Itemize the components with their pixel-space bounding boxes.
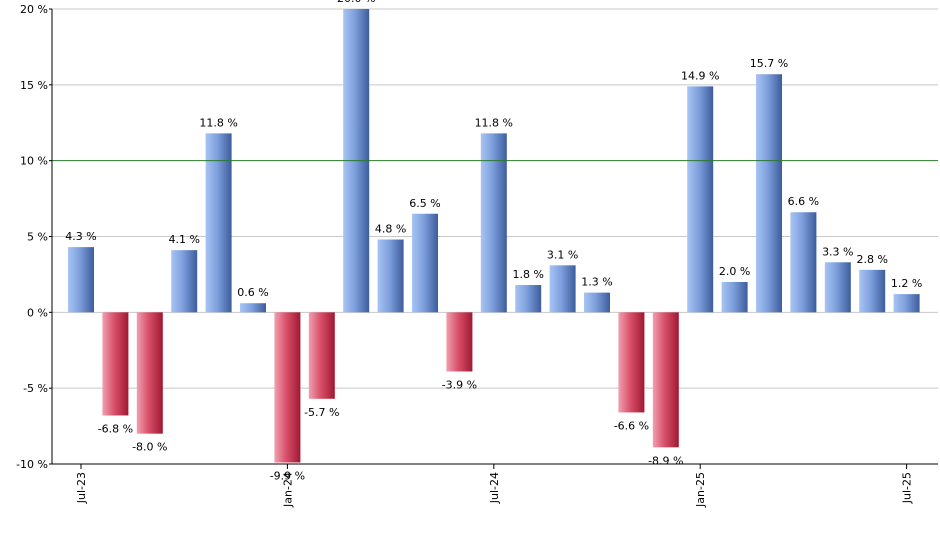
bar [308, 312, 335, 399]
data-label: 15.7 % [750, 57, 788, 70]
y-tick-label: 0 % [27, 306, 48, 319]
bar [652, 312, 679, 448]
data-label: 1.8 % [512, 268, 543, 281]
bar [721, 282, 748, 313]
data-label: -8.0 % [132, 441, 167, 454]
bar [756, 74, 782, 313]
data-label: 3.3 % [822, 245, 853, 258]
y-tick-label: -5 % [23, 382, 48, 395]
bar [859, 269, 886, 313]
data-label: 11.8 % [475, 116, 513, 129]
bar [790, 212, 817, 313]
data-label: -6.8 % [98, 422, 133, 435]
y-tick-label: -10 % [16, 458, 48, 471]
bar [480, 133, 507, 313]
bar [549, 265, 576, 313]
data-label: 6.6 % [788, 195, 819, 208]
bar [893, 294, 920, 313]
x-tick-label: Jan-25 [694, 472, 707, 508]
bar [515, 285, 542, 313]
data-label: 4.3 % [65, 230, 96, 243]
data-label: 0.6 % [237, 286, 268, 299]
x-tick-label: Jul-24 [488, 472, 501, 504]
bar [377, 239, 404, 313]
x-tick-label: Jan-24 [281, 472, 294, 508]
data-label: -5.7 % [304, 406, 339, 419]
bar [446, 312, 473, 372]
bar [102, 312, 129, 416]
y-tick-label: 15 % [20, 79, 48, 92]
data-label: 1.2 % [891, 277, 922, 290]
data-label: 14.9 % [681, 69, 719, 82]
data-label: -8.9 % [648, 454, 683, 467]
data-label: -3.9 % [442, 378, 477, 391]
y-tick-label: 10 % [20, 155, 48, 168]
bar [687, 86, 714, 313]
x-tick-label: Jul-23 [75, 472, 88, 504]
data-label: 4.1 % [168, 233, 199, 246]
y-tick-label: 20 % [20, 3, 48, 16]
x-tick-label: Jul-25 [901, 472, 914, 504]
bar [68, 247, 94, 313]
bar [205, 133, 232, 313]
data-labels: 4.3 % -6.8 % -8.0 % 4.1 % 11.8 % 0.6 % -9.9 % -… [65, 0, 922, 482]
data-label: 6.5 % [409, 197, 440, 210]
bar [274, 312, 301, 463]
bar [412, 213, 438, 313]
data-label: 20.0 % [337, 0, 375, 5]
data-label: 2.0 % [719, 265, 750, 278]
bar [584, 292, 610, 313]
data-label: 11.8 % [199, 116, 237, 129]
data-label: 4.8 % [375, 223, 406, 236]
bar [240, 303, 266, 313]
data-label: 3.1 % [547, 248, 578, 261]
bar [136, 312, 163, 434]
data-label: 1.3 % [581, 276, 612, 289]
bar [618, 312, 645, 413]
data-label: -9.9 % [270, 469, 305, 482]
axes: 20 % 15 % 10 % 5 % 0 % -5 % -10 % Jul-23 Jan-24 J… [16, 3, 938, 508]
bar [824, 262, 851, 313]
y-tick-label: 5 % [27, 231, 48, 244]
data-label: 2.8 % [856, 253, 887, 266]
bar [171, 250, 198, 313]
data-label: -6.6 % [614, 419, 649, 432]
